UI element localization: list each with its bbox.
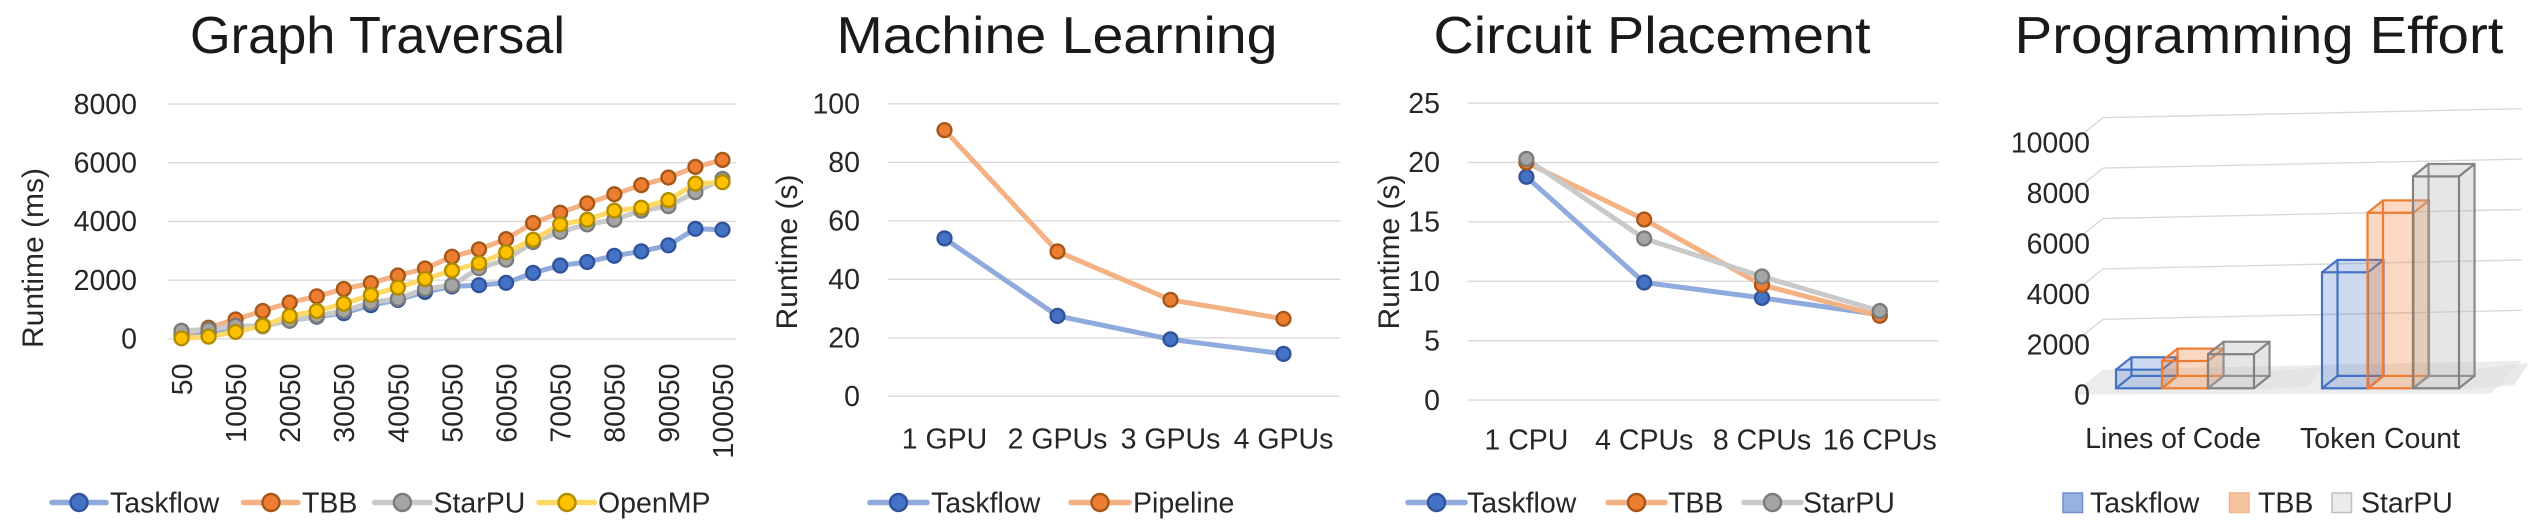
svg-text:15: 15 <box>1408 207 1440 239</box>
svg-text:100050: 100050 <box>708 364 740 459</box>
svg-text:Token Count: Token Count <box>2300 423 2460 455</box>
svg-text:8000: 8000 <box>74 89 137 121</box>
svg-text:0: 0 <box>1424 385 1440 417</box>
svg-text:0: 0 <box>2074 380 2090 412</box>
svg-text:4000: 4000 <box>2027 279 2090 311</box>
svg-text:Programming Effort: Programming Effort <box>2015 7 2505 65</box>
svg-text:8 CPUs: 8 CPUs <box>1713 425 1811 457</box>
svg-text:6000: 6000 <box>2027 229 2090 261</box>
svg-text:20: 20 <box>1408 147 1440 179</box>
svg-text:TBB: TBB <box>1668 488 1723 520</box>
svg-text:0: 0 <box>121 324 137 356</box>
svg-text:80: 80 <box>828 147 860 179</box>
svg-text:10: 10 <box>1408 266 1440 298</box>
svg-text:5: 5 <box>1424 325 1440 357</box>
svg-text:90050: 90050 <box>654 364 686 443</box>
svg-text:50: 50 <box>167 364 199 396</box>
svg-text:Runtime (s): Runtime (s) <box>771 174 804 329</box>
svg-text:0: 0 <box>844 381 860 413</box>
svg-text:10050: 10050 <box>221 364 253 443</box>
svg-text:Lines of Code: Lines of Code <box>2085 423 2261 455</box>
svg-text:10000: 10000 <box>2011 128 2090 160</box>
svg-text:Pipeline: Pipeline <box>1133 488 1234 520</box>
svg-text:Taskflow: Taskflow <box>2090 488 2200 520</box>
svg-text:2000: 2000 <box>74 265 137 297</box>
svg-text:StarPU: StarPU <box>1803 488 1895 520</box>
svg-text:Taskflow: Taskflow <box>1467 488 1577 520</box>
svg-text:4 CPUs: 4 CPUs <box>1595 425 1693 457</box>
svg-text:Machine Learning: Machine Learning <box>837 7 1278 65</box>
svg-text:Taskflow: Taskflow <box>110 488 220 520</box>
svg-text:StarPU: StarPU <box>2361 488 2453 520</box>
svg-text:2 GPUs: 2 GPUs <box>1008 424 1108 456</box>
svg-text:30050: 30050 <box>329 364 361 443</box>
svg-text:TBB: TBB <box>2258 488 2313 520</box>
svg-text:Graph Traversal: Graph Traversal <box>190 7 565 65</box>
svg-text:60050: 60050 <box>492 364 524 443</box>
svg-text:80050: 80050 <box>600 364 632 443</box>
svg-text:6000: 6000 <box>74 148 137 180</box>
svg-text:40050: 40050 <box>383 364 415 443</box>
svg-text:20050: 20050 <box>275 364 307 443</box>
svg-text:OpenMP: OpenMP <box>598 488 710 520</box>
svg-text:Taskflow: Taskflow <box>931 488 1041 520</box>
svg-text:TBB: TBB <box>302 488 357 520</box>
svg-text:Runtime (ms): Runtime (ms) <box>17 168 50 348</box>
svg-text:1 GPU: 1 GPU <box>902 424 988 456</box>
svg-text:Circuit Placement: Circuit Placement <box>1434 7 1872 65</box>
svg-text:StarPU: StarPU <box>434 488 526 520</box>
svg-text:8000: 8000 <box>2027 178 2090 210</box>
svg-text:40: 40 <box>828 264 860 296</box>
svg-text:70050: 70050 <box>546 364 578 443</box>
svg-text:2000: 2000 <box>2027 329 2090 361</box>
svg-text:16 CPUs: 16 CPUs <box>1823 425 1937 457</box>
svg-text:4000: 4000 <box>74 206 137 238</box>
svg-text:60: 60 <box>828 206 860 238</box>
svg-text:25: 25 <box>1408 88 1440 120</box>
svg-text:20: 20 <box>828 323 860 355</box>
svg-text:Runtime (s): Runtime (s) <box>1373 174 1406 329</box>
svg-text:50050: 50050 <box>437 364 469 443</box>
svg-text:4 GPUs: 4 GPUs <box>1234 424 1334 456</box>
svg-text:1 CPU: 1 CPU <box>1484 425 1568 457</box>
svg-text:100: 100 <box>812 89 860 121</box>
svg-text:3 GPUs: 3 GPUs <box>1121 424 1221 456</box>
